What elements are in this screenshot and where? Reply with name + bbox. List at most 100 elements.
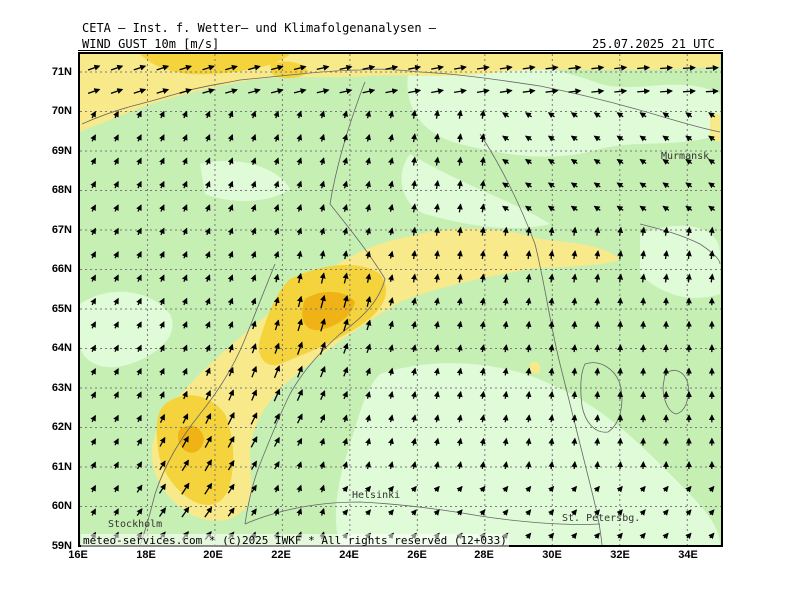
wind-arrow xyxy=(227,180,234,189)
wind-arrow xyxy=(296,508,303,516)
wind-arrow xyxy=(113,461,119,469)
wind-arrow xyxy=(685,250,692,260)
lake-ladoga xyxy=(580,362,623,433)
wind-arrow xyxy=(387,485,394,493)
wind-arrow xyxy=(296,365,303,378)
wind-arrow xyxy=(319,110,326,119)
wind-arrow xyxy=(502,250,509,260)
wind-arrow xyxy=(339,88,353,95)
wind-arrow xyxy=(250,508,257,516)
wind-arrow xyxy=(364,509,372,516)
wind-arrow xyxy=(479,437,486,446)
wind-arrow xyxy=(502,509,509,516)
wind-arrow xyxy=(502,297,509,306)
gulf-of-bothnia-east xyxy=(244,203,386,525)
wind-arrow xyxy=(685,226,692,236)
wind-arrow xyxy=(388,227,394,236)
wind-arrow xyxy=(319,272,326,284)
wind-arrow xyxy=(204,274,211,282)
wind-arrow xyxy=(136,180,142,189)
wind-arrow xyxy=(204,180,211,189)
city-label-murmansk: Murmansk xyxy=(661,151,710,162)
lat-tick-70n: 70N xyxy=(51,105,72,117)
wind-arrow xyxy=(113,251,119,259)
wind-arrow xyxy=(342,157,348,166)
wind-arrow xyxy=(685,135,693,142)
wind-arrow xyxy=(181,134,188,142)
wind-arrow xyxy=(591,88,605,95)
wind-arrow xyxy=(159,180,165,189)
wind-arrow xyxy=(705,64,719,71)
wind-arrow xyxy=(159,110,165,119)
lon-tick-16e: 16E xyxy=(68,549,88,561)
wind-arrow xyxy=(136,274,142,282)
wind-arrow xyxy=(685,159,693,165)
wind-arrow xyxy=(251,343,257,354)
wind-arrow xyxy=(204,297,211,306)
wind-arrow xyxy=(594,320,601,329)
wind-arrow xyxy=(410,320,417,329)
wind-arrow xyxy=(594,297,601,306)
wind-arrow xyxy=(433,133,440,143)
wind-arrow xyxy=(639,205,647,212)
wind-arrow xyxy=(113,204,119,212)
wind-arrow xyxy=(524,135,532,142)
wind-arrow xyxy=(640,273,647,283)
wind-arrow xyxy=(479,297,486,306)
wind-arrow xyxy=(181,297,188,306)
wind-arrow xyxy=(502,367,509,376)
copyright-credit: meteo-services.com * (c)2025 IWKF * All … xyxy=(81,534,509,547)
wind-arrow xyxy=(90,204,96,212)
wind-arrow xyxy=(456,344,463,353)
wind-arrow xyxy=(411,109,418,119)
wind-arrow xyxy=(296,250,303,259)
wind-arrow xyxy=(410,461,417,470)
wind-arrow xyxy=(365,250,371,259)
wind-arrow xyxy=(181,506,190,518)
wind-arrow xyxy=(297,318,303,332)
wind-arrow xyxy=(273,484,280,493)
wind-arrow xyxy=(571,367,578,376)
wind-arrow xyxy=(502,390,509,399)
wind-arrow xyxy=(365,343,372,354)
wind-arrow xyxy=(341,509,349,516)
wind-arrow xyxy=(708,532,715,540)
wind-arrow xyxy=(522,64,536,71)
wind-arrow xyxy=(182,390,188,400)
wind-arrow xyxy=(227,297,234,306)
wind-arrow xyxy=(708,182,716,189)
wind-arrow xyxy=(525,226,532,236)
city-label-st-petersburg: St. Petersbg. xyxy=(562,513,641,524)
wind-arrow xyxy=(90,180,96,189)
wind-arrow xyxy=(227,507,235,517)
wind-arrow xyxy=(388,461,394,470)
wind-arrow xyxy=(90,157,96,165)
wind-arrow xyxy=(365,319,372,331)
lat-tick-69n: 69N xyxy=(51,145,72,157)
wind-arrow xyxy=(593,532,600,540)
wind-arrow xyxy=(410,367,417,376)
wind-arrow xyxy=(273,227,280,236)
wind-arrow xyxy=(250,484,257,493)
wind-arrow xyxy=(250,412,258,425)
wind-arrow xyxy=(433,414,440,423)
wind-arrow xyxy=(273,461,280,470)
wind-arrow xyxy=(524,182,532,189)
wind-arrow xyxy=(342,390,348,400)
wind-arrow xyxy=(548,250,555,260)
wind-arrow xyxy=(479,390,486,399)
wind-arrow xyxy=(685,273,692,283)
wind-arrow xyxy=(548,437,555,446)
wind-arrow xyxy=(273,133,280,142)
wind-arrow xyxy=(410,485,417,493)
wind-arrow xyxy=(593,159,601,165)
wind-arrow xyxy=(204,133,211,142)
wind-arrow xyxy=(525,390,532,399)
wind-arrow xyxy=(547,532,555,540)
wind-arrow xyxy=(547,112,555,119)
wind-arrow xyxy=(388,110,394,119)
wind-arrow xyxy=(479,414,486,423)
wind-arrow xyxy=(479,485,486,493)
wind-arrow xyxy=(616,135,624,142)
wind-arrow xyxy=(248,88,261,95)
